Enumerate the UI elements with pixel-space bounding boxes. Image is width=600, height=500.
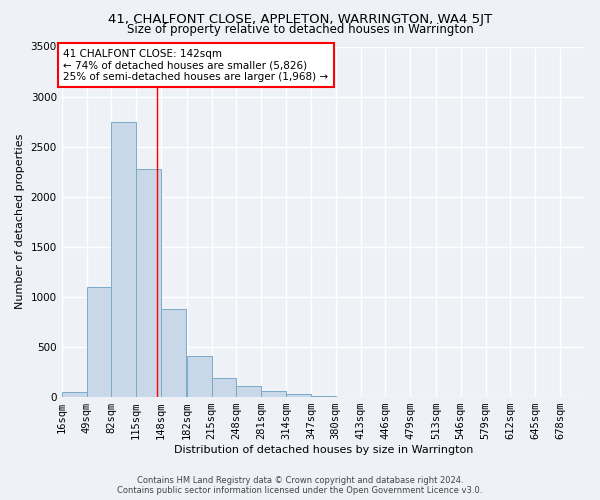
Bar [361, 396, 385, 397]
Bar [112, 122, 136, 397]
Bar [86, 287, 112, 397]
Text: 41, CHALFONT CLOSE, APPLETON, WARRINGTON, WA4 5JT: 41, CHALFONT CLOSE, APPLETON, WARRINGTON… [108, 12, 492, 26]
X-axis label: Distribution of detached houses by size in Warrington: Distribution of detached houses by size … [173, 445, 473, 455]
Bar [311, 396, 336, 397]
Bar [336, 396, 361, 397]
Text: Contains HM Land Registry data © Crown copyright and database right 2024.
Contai: Contains HM Land Registry data © Crown c… [118, 476, 482, 495]
Bar [261, 391, 286, 397]
Text: Size of property relative to detached houses in Warrington: Size of property relative to detached ho… [127, 22, 473, 36]
Bar [161, 309, 186, 397]
Bar [236, 386, 261, 397]
Bar [187, 356, 212, 397]
Bar [62, 392, 86, 397]
Y-axis label: Number of detached properties: Number of detached properties [15, 134, 25, 310]
Bar [136, 168, 161, 397]
Bar [286, 394, 311, 397]
Bar [212, 378, 236, 397]
Text: 41 CHALFONT CLOSE: 142sqm
← 74% of detached houses are smaller (5,826)
25% of se: 41 CHALFONT CLOSE: 142sqm ← 74% of detac… [63, 48, 328, 82]
